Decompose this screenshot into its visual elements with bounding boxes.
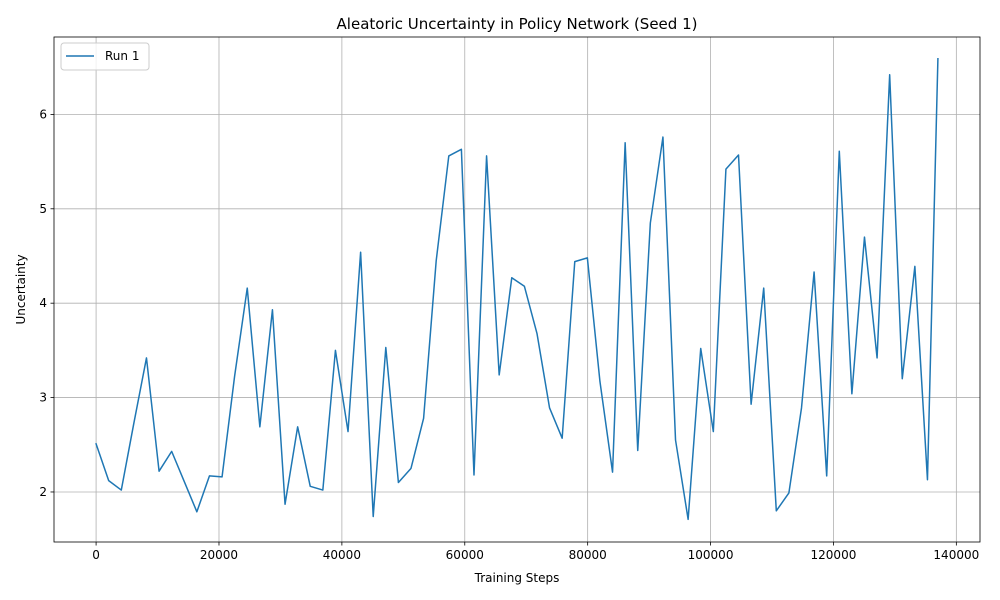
x-tick-label: 120000 (811, 548, 857, 562)
y-tick-label: 3 (39, 391, 47, 405)
x-tick-label: 100000 (688, 548, 734, 562)
y-tick-label: 6 (39, 107, 47, 121)
x-tick-label: 60000 (446, 548, 484, 562)
x-tick-label: 40000 (323, 548, 361, 562)
x-tick-label: 20000 (200, 548, 238, 562)
plot-frame (53, 36, 981, 543)
y-tick-label: 2 (39, 485, 47, 499)
x-axis-ticks: 0 20000 40000 60000 80000 100000 120000 140000 (92, 542, 979, 562)
series-line-run-1 (95, 57, 939, 521)
y-axis-ticks: 2 3 4 5 6 (39, 107, 54, 499)
x-axis-title: Training Steps (474, 571, 560, 585)
legend-box (60, 42, 150, 71)
x-tick-label: 80000 (569, 548, 607, 562)
series-layer (95, 57, 939, 521)
legend-label-run-1: Run 1 (105, 49, 139, 63)
x-tick-label: 0 (92, 548, 100, 562)
grid (54, 37, 980, 542)
y-axis-title: Uncertainty (14, 254, 28, 324)
y-tick-label: 5 (39, 202, 47, 216)
legend: Run 1 (60, 42, 150, 71)
y-tick-label: 4 (39, 296, 47, 310)
x-tick-label: 140000 (933, 548, 979, 562)
chart-title: Aleatoric Uncertainty in Policy Network … (337, 15, 698, 33)
plot-area (54, 37, 980, 542)
